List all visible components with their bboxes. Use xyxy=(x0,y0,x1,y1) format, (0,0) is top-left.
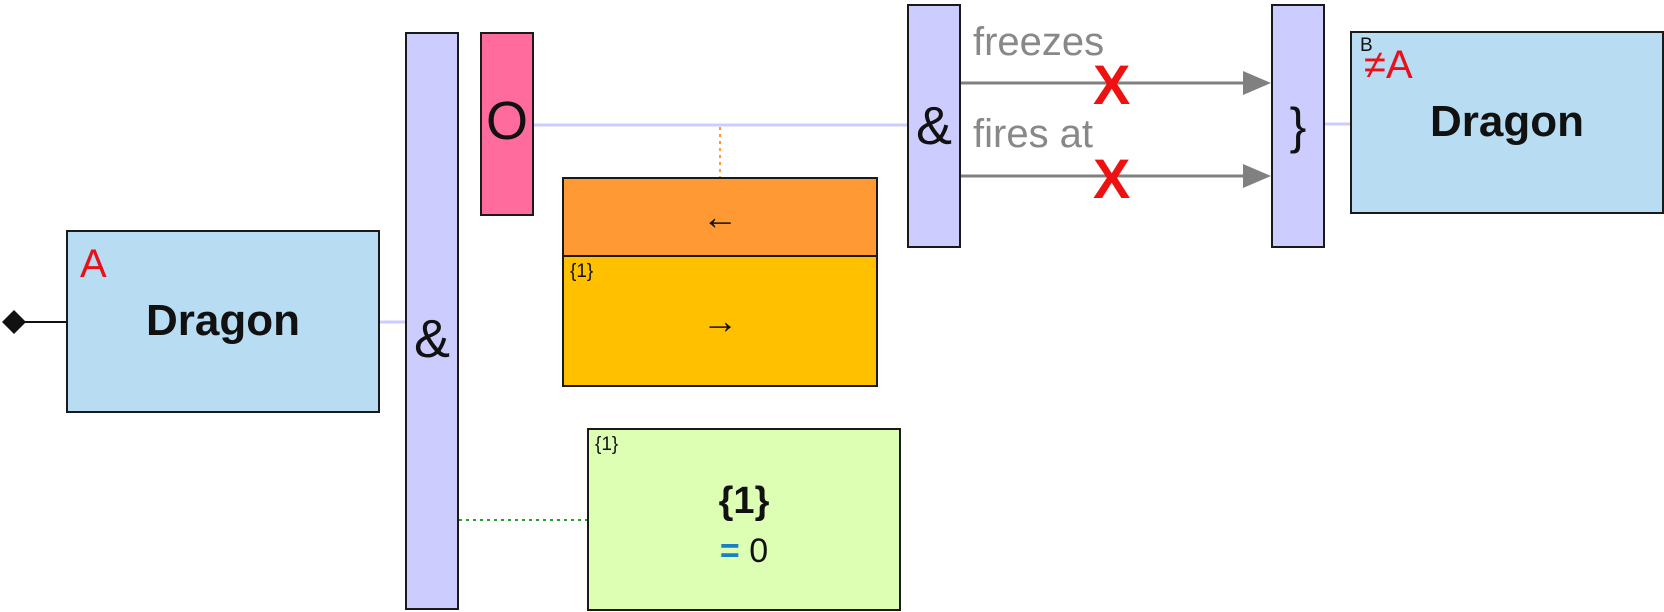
brace-bar[interactable]: } xyxy=(1271,4,1325,248)
count-title: {1} xyxy=(718,480,770,522)
and-operator-middle: & xyxy=(915,96,953,156)
variable-label-not-a: ≠A xyxy=(1364,43,1413,87)
or-operator: O xyxy=(485,91,528,151)
or-block[interactable]: O xyxy=(480,32,534,216)
relation-label-freezes: freezes xyxy=(973,20,1105,64)
dragon-entity-a[interactable]: A Dragon xyxy=(66,230,380,413)
variable-label-a: A xyxy=(80,242,107,286)
direction-bottom-section: {1} → xyxy=(564,257,876,385)
start-diamond xyxy=(2,310,26,334)
dragon-entity-b[interactable]: B ≠A Dragon xyxy=(1350,31,1664,214)
relation-label-fires-at: fires at xyxy=(973,112,1094,156)
variable-superscript-b: B xyxy=(1360,35,1373,56)
entity-name-right: Dragon xyxy=(1430,97,1584,146)
left-arrow-icon: ← xyxy=(702,196,738,237)
negation-cross-1: X xyxy=(1093,53,1131,116)
count-constraint-box[interactable]: {1} {1} = 0 xyxy=(587,428,901,611)
direction-box[interactable]: ← {1} → xyxy=(562,177,878,387)
brace-operator: } xyxy=(1289,98,1307,154)
entity-name: Dragon xyxy=(146,296,300,345)
direction-count-label: {1} xyxy=(570,261,594,282)
relation-arrowhead-2 xyxy=(1243,164,1271,188)
and-bar-left[interactable]: & xyxy=(405,32,459,610)
right-arrow-icon: → xyxy=(702,300,738,341)
and-bar-middle[interactable]: & xyxy=(907,4,961,248)
relation-arrowhead-1 xyxy=(1243,71,1271,95)
direction-top-section: ← xyxy=(564,179,876,257)
and-operator: & xyxy=(413,309,451,369)
count-value: 0 xyxy=(749,532,769,570)
equals-symbol: = xyxy=(719,532,740,570)
count-equation: = 0 xyxy=(589,532,899,571)
count-corner-label: {1} xyxy=(595,434,619,455)
negation-cross-2: X xyxy=(1093,147,1131,210)
